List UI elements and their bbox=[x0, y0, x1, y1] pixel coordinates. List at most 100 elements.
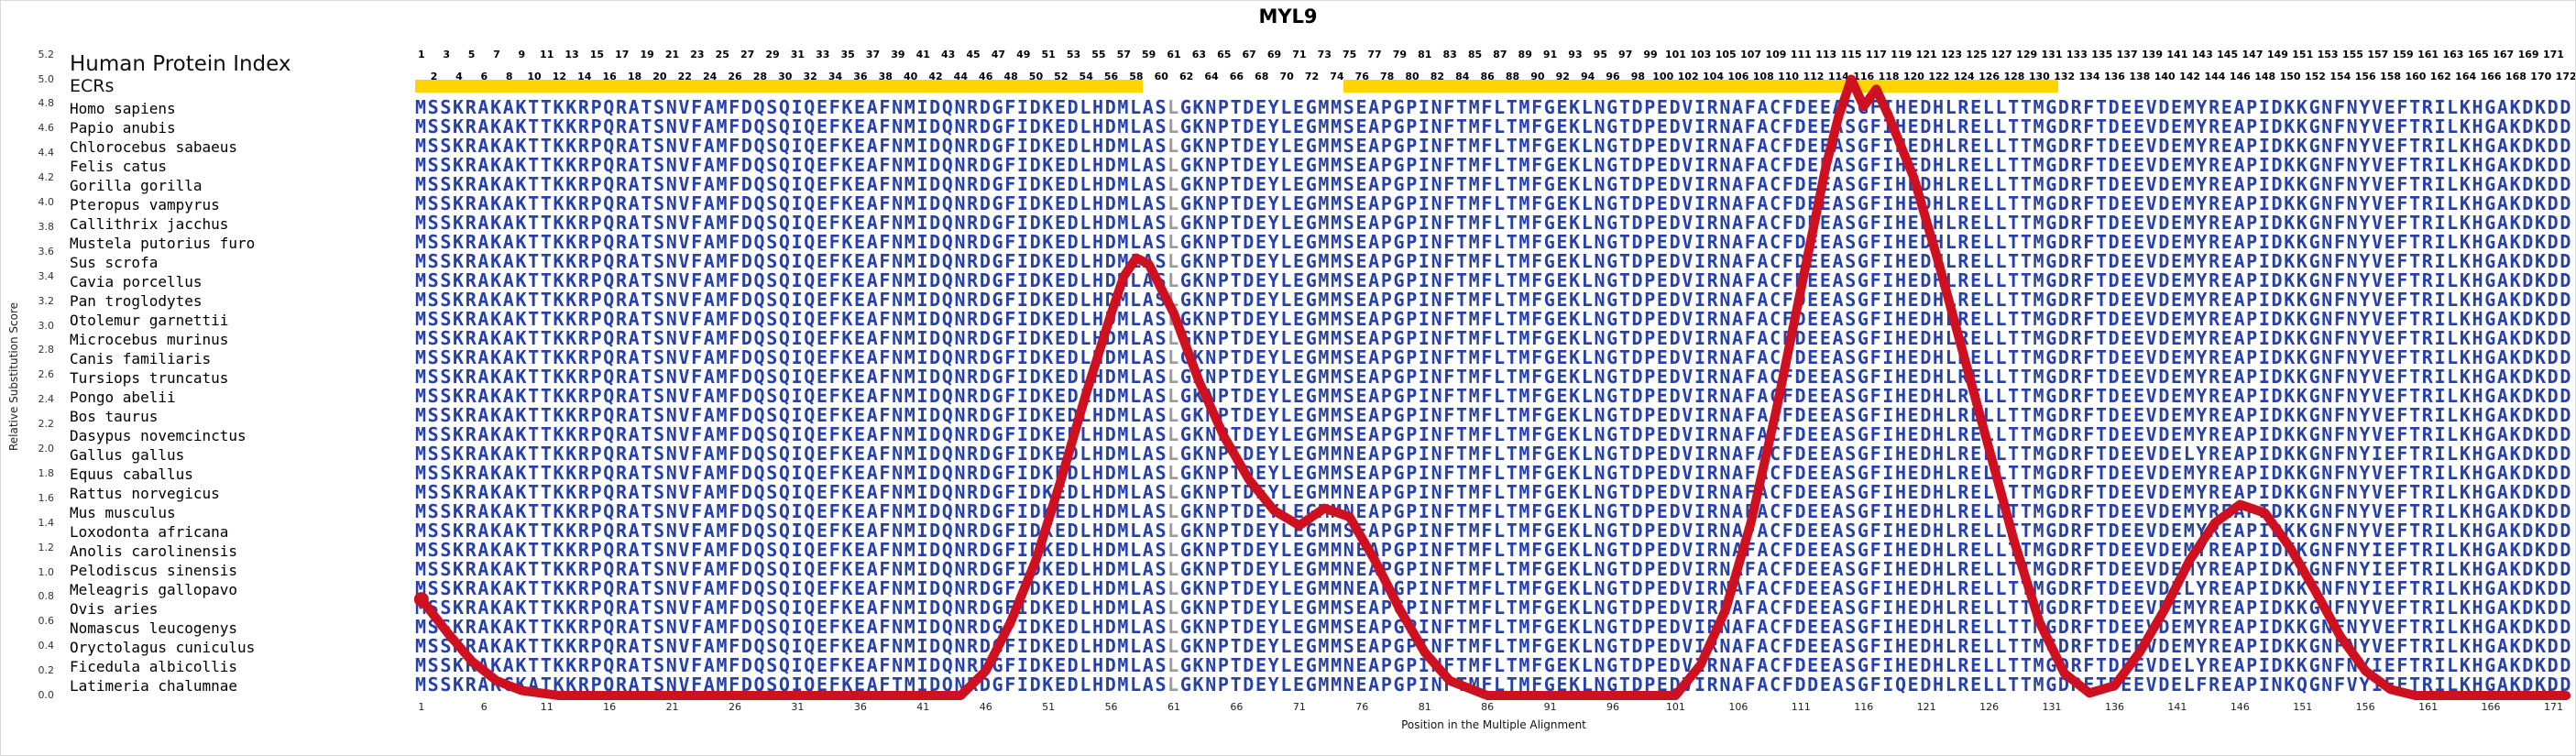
species-name: Mus musculus bbox=[70, 504, 176, 521]
position-number: 117 bbox=[1865, 49, 1887, 60]
position-number: 74 bbox=[1330, 71, 1344, 82]
x-tick-label: 121 bbox=[1916, 701, 1936, 713]
position-number: 139 bbox=[2142, 49, 2163, 60]
sequence-row: MSSKRAKAKTTKKRPQRATSNVFAMFDQSQIQEFKEAFNM… bbox=[415, 231, 2573, 253]
y-tick-label: 1.4 bbox=[38, 516, 55, 529]
position-number: 55 bbox=[1091, 49, 1106, 60]
position-number: 31 bbox=[790, 49, 806, 60]
species-name: Pelodiscus sinensis bbox=[70, 562, 238, 579]
y-tick-label: 3.4 bbox=[38, 269, 55, 282]
position-number: 61 bbox=[1167, 49, 1181, 60]
position-number: 127 bbox=[1990, 49, 2012, 60]
species-name: Homo sapiens bbox=[70, 100, 176, 117]
position-number: 111 bbox=[1790, 49, 1812, 60]
species-name: Canis familiaris bbox=[70, 350, 212, 367]
sequence-row: MSSKRAKAKTTKKRPQRATSNVFAMFDQSQIQEFKEAFNM… bbox=[415, 385, 2573, 407]
species-name: Meleagris gallopavo bbox=[70, 581, 238, 598]
position-number: 146 bbox=[2229, 71, 2251, 82]
sequence-row: MSSKRAKAKTTKKRPQRATSNVFAMFDQSQIQEFKEAFNM… bbox=[415, 616, 2573, 638]
position-number: 37 bbox=[865, 49, 881, 60]
position-number: 140 bbox=[2154, 71, 2176, 82]
position-number: 60 bbox=[1154, 71, 1168, 82]
position-number: 11 bbox=[540, 49, 554, 60]
position-number: 119 bbox=[1891, 49, 1913, 60]
position-number: 19 bbox=[640, 49, 654, 60]
y-tick-label: 4.6 bbox=[38, 122, 55, 135]
species-name: Pan troglodytes bbox=[70, 292, 203, 310]
x-tick-label: 71 bbox=[1292, 701, 1306, 713]
sequence-row: MSSKRAKAKTTKKRPQRATSNVFAMFDQSQIQEFKEAFNM… bbox=[415, 558, 2573, 580]
position-number: 77 bbox=[1367, 49, 1382, 60]
sequence-row: MSSKRAKAKTTKKRPQRATSNVFAMFDQSQIQEFKEAFNM… bbox=[415, 654, 2573, 676]
y-tick-label: 0.8 bbox=[38, 590, 55, 603]
position-number: 150 bbox=[2279, 71, 2301, 82]
position-number: 133 bbox=[2066, 49, 2088, 60]
position-number: 87 bbox=[1493, 49, 1507, 60]
position-number: 39 bbox=[891, 49, 905, 60]
position-number: 135 bbox=[2091, 49, 2113, 60]
x-tick-label: 161 bbox=[2418, 701, 2439, 713]
position-number: 1 bbox=[418, 49, 425, 60]
y-tick-label: 0.0 bbox=[38, 689, 55, 701]
position-number: 65 bbox=[1217, 49, 1232, 60]
position-number: 171 bbox=[2542, 49, 2564, 60]
x-tick-label: 106 bbox=[1728, 701, 1748, 713]
x-tick-label: 36 bbox=[853, 701, 867, 713]
position-number: 47 bbox=[991, 49, 1006, 60]
y-tick-label: 4.2 bbox=[38, 171, 55, 184]
position-number: 169 bbox=[2517, 49, 2539, 60]
sequence-row: MSSKRAKAKTTKKRPQRATSNVFAMFDQSQIQEFKEAFNM… bbox=[415, 635, 2573, 657]
human-protein-index-label: Human Protein Index bbox=[70, 52, 291, 76]
position-number: 123 bbox=[1941, 49, 1963, 60]
sequence-row: MSSKRAKAKTTKKRPQRATSNVFAMFDQSQIQEFKEAFNM… bbox=[415, 346, 2573, 368]
x-tick-label: 86 bbox=[1481, 701, 1495, 713]
low-conservation-residue: L bbox=[1167, 674, 1180, 696]
x-tick-label: 131 bbox=[2042, 701, 2062, 713]
position-number: 7 bbox=[493, 49, 500, 60]
position-number: 153 bbox=[2317, 49, 2339, 60]
position-number: 67 bbox=[1242, 49, 1256, 60]
species-name: Nomascus leucogenys bbox=[70, 619, 238, 637]
y-tick-label: 3.2 bbox=[38, 294, 55, 307]
y-tick-label: 0.6 bbox=[38, 615, 55, 628]
position-number: 43 bbox=[941, 49, 956, 60]
x-tick-label: 26 bbox=[728, 701, 741, 713]
species-name: Pteropus vampyrus bbox=[70, 196, 220, 214]
position-number: 163 bbox=[2442, 49, 2464, 60]
position-number: 160 bbox=[2405, 71, 2427, 82]
position-number: 134 bbox=[2078, 71, 2100, 82]
position-number: 168 bbox=[2505, 71, 2527, 82]
position-number: 71 bbox=[1292, 49, 1307, 60]
position-number: 21 bbox=[664, 49, 680, 60]
position-number: 68 bbox=[1255, 71, 1269, 82]
sequence-row: MSSKRAKAKTTKKRPQRATSNVFAMFDQSQIQEFKEAFNM… bbox=[415, 327, 2573, 349]
species-name: Mustela putorius furo bbox=[70, 235, 256, 252]
position-number: 81 bbox=[1418, 49, 1432, 60]
position-number: 164 bbox=[2455, 71, 2477, 82]
position-number: 69 bbox=[1266, 49, 1282, 60]
position-number: 23 bbox=[690, 49, 705, 60]
position-number: 148 bbox=[2254, 71, 2276, 82]
position-number: 93 bbox=[1568, 49, 1583, 60]
position-number: 75 bbox=[1342, 49, 1357, 60]
x-tick-label: 1 bbox=[418, 701, 425, 713]
position-number: 15 bbox=[589, 49, 605, 60]
sequence-row: MSSKRAKAKTTKKRPQRATSNVFAMFDQSQIQEFKEAFNM… bbox=[415, 212, 2573, 234]
x-tick-label: 96 bbox=[1606, 701, 1620, 713]
position-number: 155 bbox=[2342, 49, 2363, 60]
sequence-row: MSSKRAKAKTTKKRPQRATSNVFAMFDQSQIQEFKEAFNM… bbox=[415, 289, 2573, 311]
position-number: 113 bbox=[1815, 49, 1837, 60]
y-tick-label: 3.8 bbox=[38, 220, 55, 233]
y-tick-label: 3.6 bbox=[38, 245, 55, 257]
sequence-row: MSSKRAKAKTTKKRPQRATSNVFAMFDQSQIQEFKEAFNM… bbox=[415, 250, 2573, 272]
position-number: 165 bbox=[2467, 49, 2489, 60]
position-number: 137 bbox=[2116, 49, 2138, 60]
sequence-row: MSSKRAKAKTTKKRPQRATSNVFAMFDQSQIQEFKEAFNM… bbox=[415, 308, 2573, 330]
species-name: Rattus norvegicus bbox=[70, 485, 220, 502]
y-tick-label: 4.4 bbox=[38, 147, 55, 159]
ecr-bar bbox=[415, 80, 1143, 93]
y-tick-label: 4.0 bbox=[38, 196, 55, 208]
position-number: 53 bbox=[1066, 49, 1081, 60]
position-number: 157 bbox=[2367, 49, 2389, 60]
